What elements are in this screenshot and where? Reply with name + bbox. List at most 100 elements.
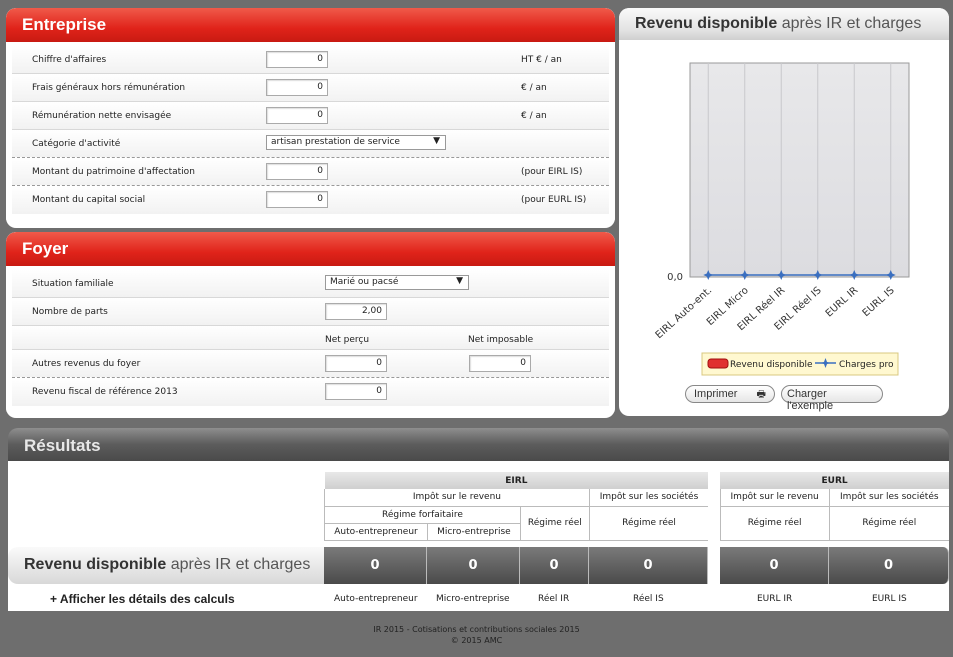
result-reel-is: 0 — [589, 547, 708, 584]
detail-label-eurl-ir: EURL IR — [757, 594, 793, 604]
row-patrimoine: Montant du patrimoine d'affectation 0 (p… — [12, 158, 609, 186]
load-example-button[interactable]: Charger l'exemple — [781, 385, 883, 412]
header-regime-reel-is: Régime réel — [588, 506, 709, 541]
select-categorie[interactable]: artisan prestation de service ▼ — [266, 135, 446, 150]
row-remuneration: Rémunération nette envisagée 0 € / an — [12, 102, 609, 130]
input-autres-percu[interactable]: 0 — [325, 355, 387, 372]
input-parts[interactable]: 2,00 — [325, 303, 387, 320]
label-remuneration: Rémunération nette envisagée — [32, 111, 172, 121]
detail-label-micro: Micro-entreprise — [436, 594, 510, 604]
result-micro-entreprise: 0 — [427, 547, 520, 584]
select-situation[interactable]: Marié ou pacsé ▼ — [325, 275, 469, 290]
label-frais-generaux: Frais généraux hors rémunération — [32, 83, 186, 93]
plot-area — [689, 62, 910, 278]
row-autres-revenus: Autres revenus du foyer 0 0 — [12, 350, 609, 378]
print-button-label: Imprimer — [694, 388, 738, 400]
chart-panel-title: Revenu disponible après IR et charges — [619, 8, 949, 40]
details-row: + Afficher les détails des calculs Auto-… — [8, 589, 949, 610]
footer-line-1: IR 2015 - Cotisations et contributions s… — [373, 625, 580, 634]
revenu-disponible-label: Revenu disponible après IR et charges — [8, 547, 324, 584]
select-categorie-value: artisan prestation de service — [271, 137, 400, 147]
legend-swatch-revenu — [707, 358, 729, 369]
row-rfr: Revenu fiscal de référence 2013 0 — [12, 378, 609, 406]
detail-label-reel-ir: Réel IR — [538, 594, 570, 604]
label-parts: Nombre de parts — [32, 307, 108, 317]
detail-label-auto: Auto-entrepreneur — [334, 594, 418, 604]
input-rfr[interactable]: 0 — [325, 383, 387, 400]
point-charges-pro — [776, 270, 787, 280]
rd-label-bold: Revenu disponible — [24, 556, 167, 573]
printer-icon: 🖶 — [756, 389, 766, 400]
header-micro-entreprise: Micro-entreprise — [426, 523, 521, 541]
x-tick-label: EURL IS — [861, 285, 897, 319]
entreprise-panel: Entreprise Chiffre d'affaires 0 HT € / a… — [6, 8, 615, 228]
row-col-headers: Net perçu Net imposable — [12, 326, 609, 350]
row-parts: Nombre de parts 2,00 — [12, 298, 609, 326]
print-button[interactable]: Imprimer 🖶 — [685, 385, 775, 403]
result-auto-entrepreneur: 0 — [324, 547, 427, 584]
foyer-form: Situation familiale Marié ou pacsé ▼ Nom… — [6, 266, 615, 412]
input-autres-imposable[interactable]: 0 — [469, 355, 531, 372]
chart-legend: Revenu disponible Charges pro — [701, 352, 899, 376]
show-details-link[interactable]: + Afficher les détails des calculs — [50, 592, 235, 606]
chart-title-bold: Revenu disponible — [635, 15, 778, 32]
results-area: EIRL EURL Impôt sur le revenu Impôt sur … — [8, 461, 949, 611]
detail-label-eurl-is: EURL IS — [872, 594, 907, 604]
header-eurl-regime-reel-ir: Régime réel — [719, 506, 830, 541]
revenu-disponible-row: Revenu disponible après IR et charges 0 … — [8, 547, 949, 584]
label-situation: Situation familiale — [32, 279, 114, 289]
results-title: Résultats — [24, 436, 101, 455]
point-charges-pro — [739, 270, 750, 280]
point-charges-pro — [812, 270, 823, 280]
row-categorie: Catégorie d'activité artisan prestation … — [12, 130, 609, 158]
header-regime-reel-ir: Régime réel — [519, 506, 590, 541]
label-chiffre-affaires: Chiffre d'affaires — [32, 55, 107, 65]
results-table: EIRL EURL Impôt sur le revenu Impôt sur … — [324, 472, 949, 541]
legend-label-charges: Charges pro — [839, 360, 894, 370]
entreprise-title: Entreprise — [6, 8, 615, 42]
point-charges-pro — [885, 270, 896, 280]
dropdown-arrow-icon: ▼ — [456, 276, 463, 286]
chart-panel: Revenu disponible après IR et charges 0,… — [619, 8, 949, 416]
input-chiffre-affaires[interactable]: 0 — [266, 51, 328, 68]
label-patrimoine: Montant du patrimoine d'affectation — [32, 167, 195, 177]
detail-label-reel-is: Réel IS — [633, 594, 664, 604]
label-rfr: Revenu fiscal de référence 2013 — [32, 387, 178, 397]
legend-marker-charges-icon — [820, 358, 831, 368]
footer-line-2: © 2015 AMC — [450, 636, 503, 645]
rd-label-rest: après IR et charges — [166, 556, 311, 573]
header-auto-entrepreneur: Auto-entrepreneur — [324, 523, 428, 541]
unit-patrimoine: (pour EIRL IS) — [521, 167, 583, 177]
input-frais-generaux[interactable]: 0 — [266, 79, 328, 96]
header-eurl: EURL — [720, 472, 949, 489]
label-capital: Montant du capital social — [32, 195, 146, 205]
dropdown-arrow-icon: ▼ — [433, 136, 440, 146]
foyer-panel: Foyer Situation familiale Marié ou pacsé… — [6, 232, 615, 418]
x-tick-label: EIRL Auto-ent. — [654, 285, 715, 341]
select-situation-value: Marié ou pacsé — [330, 277, 399, 287]
point-charges-pro — [703, 270, 714, 280]
x-tick-label: EURL IR — [824, 285, 861, 319]
input-capital[interactable]: 0 — [266, 191, 328, 208]
result-eurl-ir: 0 — [720, 547, 829, 584]
input-patrimoine[interactable]: 0 — [266, 163, 328, 180]
footer: IR 2015 - Cotisations et contributions s… — [0, 624, 953, 646]
header-net-imposable: Net imposable — [468, 335, 534, 345]
header-eirl: EIRL — [324, 472, 709, 489]
label-categorie: Catégorie d'activité — [32, 139, 121, 149]
result-eurl-is: 0 — [829, 547, 949, 584]
header-net-percu: Net perçu — [325, 335, 370, 345]
legend-label-revenu: Revenu disponible — [730, 360, 813, 370]
foyer-title: Foyer — [6, 232, 615, 266]
unit-remuneration: € / an — [521, 111, 547, 121]
point-charges-pro — [849, 270, 860, 280]
header-eirl-ir: Impôt sur le revenu — [324, 489, 590, 507]
entreprise-form: Chiffre d'affaires 0 HT € / an Frais gén… — [6, 42, 615, 220]
chart-title-rest: après IR et charges — [777, 15, 922, 32]
row-frais-generaux: Frais généraux hors rémunération 0 € / a… — [12, 74, 609, 102]
label-autres-revenus: Autres revenus du foyer — [32, 359, 141, 369]
unit-frais-generaux: € / an — [521, 83, 547, 93]
input-remuneration[interactable]: 0 — [266, 107, 328, 124]
y-tick-label: 0,0 — [667, 272, 683, 283]
